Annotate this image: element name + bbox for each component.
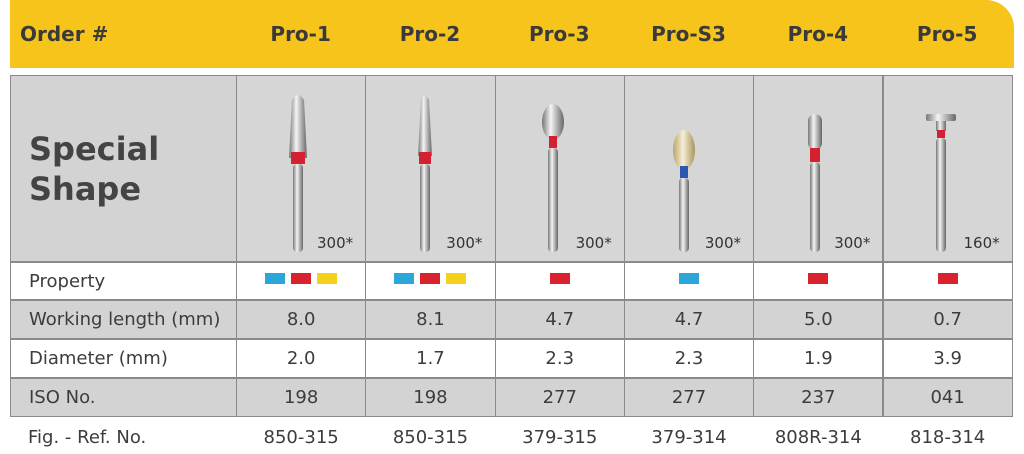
property-swatch [420, 273, 441, 284]
header-title: Order # [20, 22, 109, 46]
property-cell [623, 262, 755, 300]
shape-count: 300* [446, 234, 483, 252]
row-value: 3.9 [882, 339, 1013, 378]
row-value: 5.0 [753, 300, 884, 339]
row-value: 4.7 [623, 300, 755, 339]
bur-pro-5 [926, 114, 956, 252]
bur-pro-1 [289, 95, 307, 252]
row-value: 041 [882, 378, 1013, 417]
property-swatch [317, 273, 338, 284]
property-cell [753, 262, 884, 300]
row-value: 277 [494, 378, 625, 417]
property-swatch [446, 273, 467, 284]
row-value: 2.0 [236, 339, 367, 378]
property-swatch [549, 273, 570, 284]
shape-count: 300* [834, 234, 871, 252]
row-value: 198 [365, 378, 496, 417]
shape-label: Special Shape [29, 129, 160, 208]
property-swatch [808, 273, 829, 284]
shape-label-cell: Special Shape [10, 75, 237, 262]
row-value: 4.7 [494, 300, 625, 339]
row-value: 8.1 [365, 300, 496, 339]
property-cell [882, 262, 1013, 300]
row-value: 2.3 [494, 339, 625, 378]
column-header: Pro-2 [399, 22, 461, 46]
row-value: 850-315 [392, 426, 469, 448]
column-header: Pro-1 [270, 22, 331, 46]
property-swatch [265, 273, 286, 284]
shape-count: 300* [575, 234, 612, 252]
shape-count: 160* [963, 234, 1000, 252]
row-value: 277 [623, 378, 755, 417]
shape-cell: 300* [365, 75, 496, 262]
row-value: 379-315 [522, 426, 598, 448]
property-swatch [394, 273, 415, 284]
row-label: ISO No. [10, 378, 237, 417]
bur-pro-s3 [673, 130, 695, 252]
row-value: 237 [753, 378, 884, 417]
row-value: 1.7 [365, 339, 496, 378]
row-value: 2.3 [623, 339, 755, 378]
property-cell [365, 262, 496, 300]
row-value: 1.9 [753, 339, 884, 378]
column-header: Pro-5 [916, 22, 978, 46]
row-label: Fig. - Ref. No. [28, 426, 147, 448]
row-value: 379-314 [651, 426, 727, 448]
property-cell [494, 262, 625, 300]
shape-cell: 300* [494, 75, 625, 262]
shape-cell: 160* [882, 75, 1013, 262]
shape-cell: 300* [623, 75, 755, 262]
row-value: 808R-314 [774, 426, 862, 448]
row-label: Diameter (mm) [10, 339, 237, 378]
bur-pro-2 [418, 96, 432, 252]
column-header: Pro-3 [529, 22, 590, 46]
row-value: 0.7 [882, 300, 1013, 339]
row-value: 850-315 [263, 426, 339, 448]
row-value: 818-314 [910, 426, 986, 448]
shape-count: 300* [704, 234, 742, 252]
row-value: 8.0 [236, 300, 367, 339]
property-swatch [679, 273, 700, 284]
property-swatch [291, 273, 312, 284]
property-swatch [937, 273, 958, 284]
bur-pro-4 [808, 114, 822, 252]
column-header: Pro-4 [787, 22, 849, 46]
row-label: Working length (mm) [10, 300, 237, 339]
bur-pro-3 [542, 104, 564, 252]
shape-count: 300* [317, 234, 354, 252]
row-label: Property [10, 262, 237, 300]
row-value: 198 [236, 378, 367, 417]
header-bar [10, 0, 1014, 68]
column-header: Pro-S3 [651, 22, 726, 46]
property-cell [236, 262, 367, 300]
